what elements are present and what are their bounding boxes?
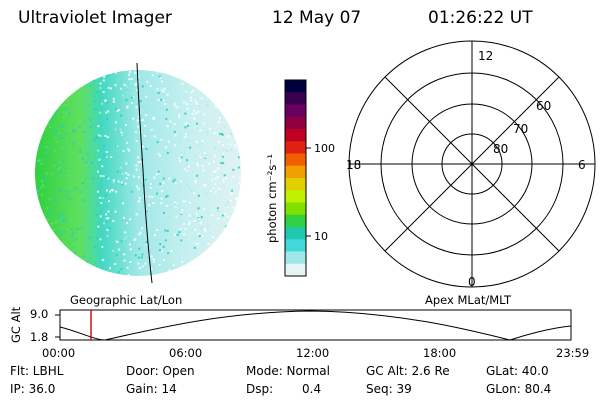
altitude-timeline <box>55 309 572 341</box>
seq-info: Seq: 39 <box>366 382 412 396</box>
x-tick-1200: 12:00 <box>296 346 330 360</box>
x-tick-2359: 23:59 <box>556 346 590 360</box>
colorbar-segment <box>285 202 306 216</box>
colorbar-segment <box>285 251 306 265</box>
time-label: 01:26:22 UT <box>428 8 533 28</box>
apex-label: Apex MLat/MLT <box>425 293 512 307</box>
colorbar-segment <box>285 239 306 252</box>
mode-info: Mode: Normal <box>246 364 330 378</box>
polar-grid <box>348 40 596 288</box>
colorbar-segment <box>285 165 306 179</box>
geographic-label: Geographic Lat/Lon <box>70 293 183 307</box>
ip-info: IP: 36.0 <box>10 382 56 396</box>
dsp-value: 0.4 <box>302 382 322 396</box>
colorbar-label: photon cm⁻²s⁻¹ <box>265 154 279 243</box>
filter-info: Flt: LBHL <box>10 364 64 378</box>
title: Ultraviolet Imager <box>18 8 172 28</box>
colorbar-segment <box>285 92 306 105</box>
colorbar-segment <box>285 104 306 118</box>
colorbar-tick-10: 10 <box>314 230 328 243</box>
gc-alt-axis-label: GC Alt <box>9 306 23 343</box>
date-label: 12 May 07 <box>272 8 362 28</box>
gain-info: Gain: 14 <box>126 382 177 396</box>
colorbar-segment <box>285 190 306 203</box>
colorbar-segment <box>285 116 306 130</box>
altitude-curve <box>59 310 572 341</box>
colorbar-segment <box>285 227 306 240</box>
colorbar: 100 10 photon cm⁻²s⁻¹ <box>265 79 335 277</box>
colorbar-tick-100: 100 <box>314 142 335 155</box>
x-tick-0600: 06:00 <box>169 346 203 360</box>
mlt-label-12: 12 <box>478 49 493 63</box>
lat-label-60: 60 <box>536 99 551 113</box>
colorbar-segment <box>285 141 306 154</box>
colorbar-segment <box>285 129 306 142</box>
colorbar-segment <box>285 214 306 228</box>
x-tick-1800: 18:00 <box>423 346 457 360</box>
colorbar-segment <box>285 153 306 167</box>
door-info: Door: Open <box>126 364 195 378</box>
colorbar-segment <box>285 263 306 277</box>
gc-alt-info: GC Alt: 2.6 Re <box>366 364 450 378</box>
mlt-label-6: 6 <box>578 158 586 172</box>
colorbar-segment <box>285 80 306 93</box>
glat-info: GLat: 40.0 <box>486 364 549 378</box>
y-tick-9: 9.0 <box>30 307 49 321</box>
lat-label-80: 80 <box>493 142 508 156</box>
mlt-label-0: 0 <box>468 275 476 289</box>
colorbar-segment <box>285 178 306 191</box>
y-tick-1-8: 1.8 <box>30 330 49 344</box>
lat-label-70: 70 <box>513 122 528 136</box>
dsp-label: Dsp: <box>246 382 274 396</box>
x-tick-0000: 00:00 <box>42 346 76 360</box>
mlt-label-18: 18 <box>346 158 361 172</box>
glon-info: GLon: 80.4 <box>486 382 552 396</box>
terminator-line <box>136 62 153 284</box>
uv-image-disk <box>35 62 241 284</box>
